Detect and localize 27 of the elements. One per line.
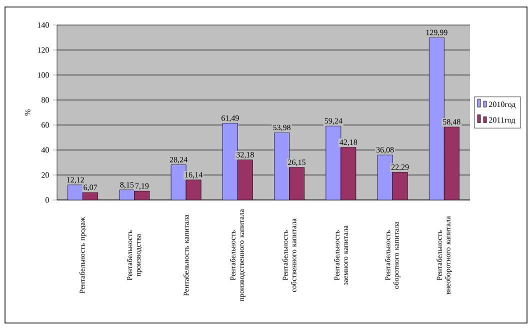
y-tick-label: 140 xyxy=(38,22,49,28)
y-tick-label: 0 xyxy=(46,197,49,203)
legend-label: 2011год xyxy=(489,117,516,124)
data-label: 26,15 xyxy=(288,160,306,166)
legend-label: 2010год xyxy=(489,102,516,109)
data-label: 61,49 xyxy=(222,115,239,122)
data-label: 8,15 xyxy=(120,182,134,189)
data-label: 42,18 xyxy=(340,140,358,146)
data-label: 6,07 xyxy=(84,184,98,192)
data-label: 32,18 xyxy=(236,152,254,159)
data-label: 7,19 xyxy=(135,183,149,190)
data-label: 16,14 xyxy=(185,172,202,179)
data-label: 36,08 xyxy=(376,147,394,154)
data-label: 22,29 xyxy=(391,164,409,171)
y-tick-label: 60 xyxy=(42,122,49,128)
data-label: 12,12 xyxy=(67,177,84,184)
y-tick-label: 20 xyxy=(42,172,49,178)
y-axis-title: % xyxy=(24,109,30,116)
data-label: 28,24 xyxy=(170,156,188,164)
y-tick-label: 40 xyxy=(41,147,49,153)
data-label: 59,24 xyxy=(324,118,342,125)
data-label: 58,48 xyxy=(443,119,460,126)
y-tick-label: 100 xyxy=(38,72,49,78)
data-label: 53,98 xyxy=(273,124,291,132)
y-tick-label: 80 xyxy=(42,97,49,103)
data-label: 129,99 xyxy=(426,30,448,36)
y-tick-label: 120 xyxy=(38,47,49,53)
